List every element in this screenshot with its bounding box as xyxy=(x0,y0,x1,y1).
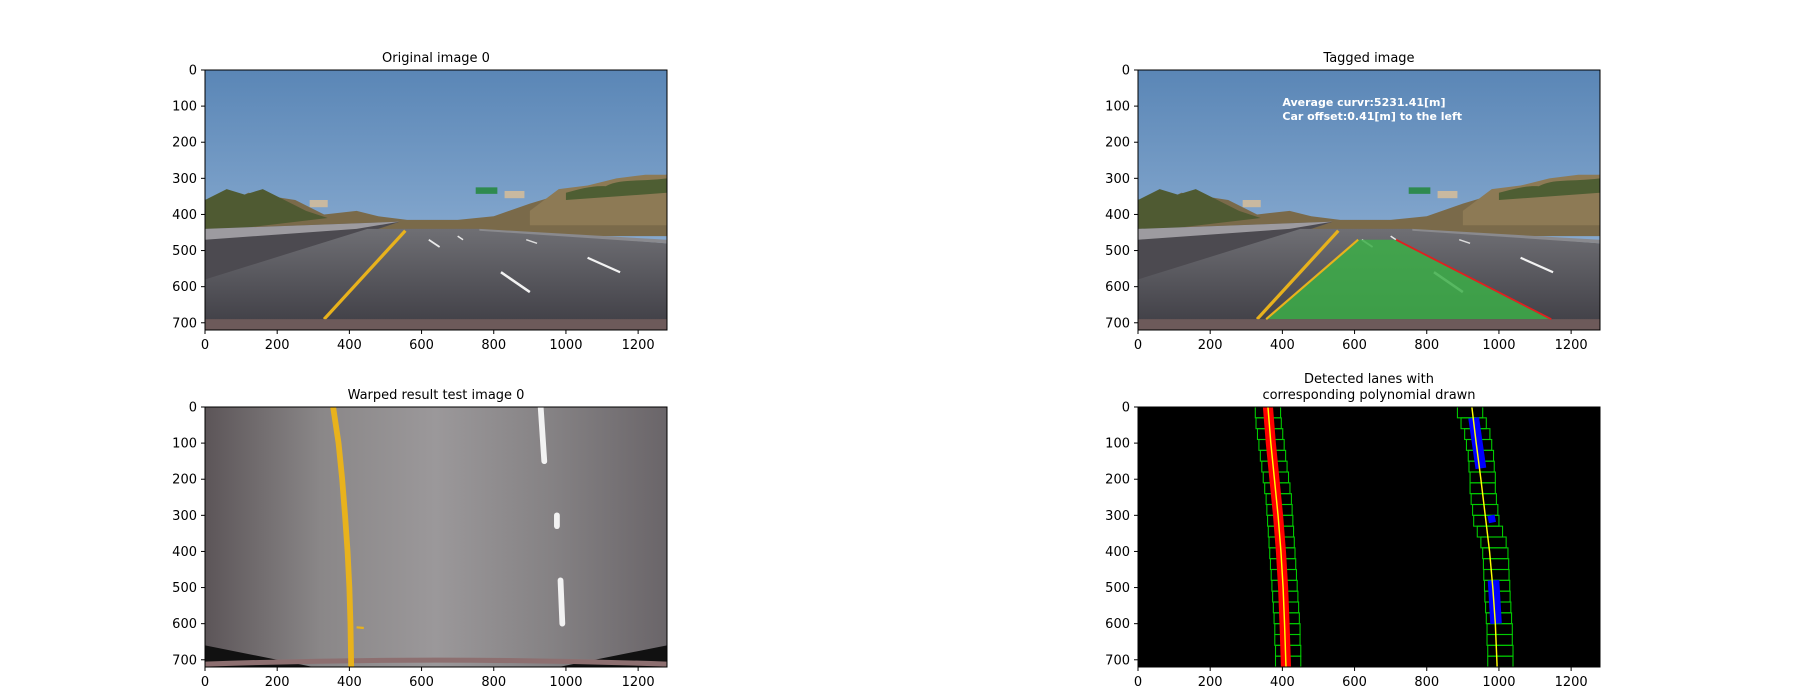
y-tick-label: 400 xyxy=(1105,208,1130,223)
left-lane-line xyxy=(1265,238,1359,320)
y-tick-label: 300 xyxy=(1105,509,1130,524)
axes-frame xyxy=(204,406,668,668)
right-lane-dash xyxy=(537,407,548,465)
y-tick-label: 400 xyxy=(172,545,197,560)
x-tick-label: 400 xyxy=(337,338,362,353)
y-tick-label: 700 xyxy=(1105,316,1130,331)
axes-frame xyxy=(204,69,668,331)
y-tick-label: 0 xyxy=(1122,64,1130,79)
y-tick-label: 600 xyxy=(172,280,197,295)
y-tick-label: 200 xyxy=(1105,136,1130,151)
x-tick-label: 800 xyxy=(1414,338,1439,353)
y-tick-label: 600 xyxy=(1105,280,1130,295)
x-tick-label: 200 xyxy=(1198,675,1223,690)
image-content xyxy=(1138,407,1600,667)
x-tick-label: 0 xyxy=(201,675,209,690)
y-tick-label: 700 xyxy=(1105,653,1130,668)
y-tick-label: 700 xyxy=(172,653,197,668)
x-tick-label: 800 xyxy=(481,675,506,690)
x-tick-label: 600 xyxy=(409,338,434,353)
panel-1: Average curvr:5231.41[m]Car offset:0.41[… xyxy=(1105,51,1601,353)
y-tick-label: 200 xyxy=(172,136,197,151)
y-tick-label: 0 xyxy=(1122,401,1130,416)
y-tick-label: 500 xyxy=(1105,581,1130,596)
left-lane-line xyxy=(330,407,355,667)
image-content xyxy=(205,70,667,330)
x-tick-label: 1000 xyxy=(1482,338,1515,353)
y-tick-label: 700 xyxy=(172,316,197,331)
x-tick-label: 600 xyxy=(1342,675,1367,690)
left-polynomial-fit xyxy=(1267,407,1287,667)
y-tick-label: 400 xyxy=(172,208,197,223)
panel-title: Warped result test image 0 xyxy=(348,388,525,403)
panel-title: Tagged image xyxy=(1322,51,1414,66)
y-tick-label: 300 xyxy=(172,172,197,187)
x-tick-label: 200 xyxy=(265,338,290,353)
hood-edge xyxy=(205,657,667,667)
y-tick-label: 500 xyxy=(172,581,197,596)
x-tick-label: 200 xyxy=(265,675,290,690)
image-content xyxy=(205,407,667,667)
right-lane-dash xyxy=(557,577,566,627)
panel-0: 0 200 400 600 800 1000 1200 0 100 200 300 400 500 600… xyxy=(172,51,668,353)
x-tick-label: 0 xyxy=(1134,675,1142,690)
right-lane-pixels xyxy=(1487,514,1496,524)
panel-title: Original image 0 xyxy=(382,51,490,66)
y-tick-label: 400 xyxy=(1105,545,1130,560)
x-tick-label: 1200 xyxy=(622,338,655,353)
panel-2: 0 200 400 600 800 1000 1200 0 100 200 300 400 500 600… xyxy=(172,388,668,690)
y-tick-label: 100 xyxy=(172,437,197,452)
y-tick-label: 100 xyxy=(1105,437,1130,452)
x-tick-label: 1000 xyxy=(549,338,582,353)
y-tick-label: 100 xyxy=(172,100,197,115)
x-tick-label: 1200 xyxy=(1555,338,1588,353)
y-tick-label: 0 xyxy=(189,401,197,416)
x-tick-label: 0 xyxy=(201,338,209,353)
axes-frame xyxy=(1137,69,1601,331)
x-tick-label: 400 xyxy=(1270,675,1295,690)
y-tick-label: 100 xyxy=(1105,100,1130,115)
panel-title: corresponding polynomial drawn xyxy=(1262,388,1475,403)
x-tick-label: 0 xyxy=(1134,338,1142,353)
x-tick-label: 800 xyxy=(481,338,506,353)
y-tick-label: 300 xyxy=(1105,172,1130,187)
x-tick-label: 1200 xyxy=(622,675,655,690)
y-tick-label: 500 xyxy=(172,244,197,259)
y-tick-label: 200 xyxy=(172,473,197,488)
y-tick-label: 300 xyxy=(172,509,197,524)
x-tick-label: 1000 xyxy=(1482,675,1515,690)
x-tick-label: 400 xyxy=(1270,338,1295,353)
x-tick-label: 400 xyxy=(337,675,362,690)
y-tick-label: 500 xyxy=(1105,244,1130,259)
right-lane-pixels xyxy=(1487,579,1502,625)
x-tick-label: 200 xyxy=(1198,338,1223,353)
image-content xyxy=(1138,70,1600,330)
y-tick-label: 200 xyxy=(1105,473,1130,488)
axes-frame xyxy=(1137,406,1601,668)
x-tick-label: 800 xyxy=(1414,675,1439,690)
x-tick-label: 600 xyxy=(1342,338,1367,353)
warped-road xyxy=(205,407,667,667)
panel-3: 0 200 400 600 800 1000 1200 0 100 200 300 400 500 600… xyxy=(1105,372,1601,690)
lane-area-overlay xyxy=(1266,239,1552,320)
annotation-1: Car offset:0.41[m] to the left xyxy=(1282,110,1462,123)
lane-speck xyxy=(356,626,364,630)
binary-background xyxy=(1138,407,1600,667)
annotation-0: Average curvr:5231.41[m] xyxy=(1282,96,1445,109)
x-tick-label: 1200 xyxy=(1555,675,1588,690)
right-polynomial-fit xyxy=(1471,407,1498,667)
road-photo xyxy=(205,70,667,330)
y-tick-label: 600 xyxy=(172,617,197,632)
y-tick-label: 600 xyxy=(1105,617,1130,632)
y-tick-label: 0 xyxy=(189,64,197,79)
right-lane-edge xyxy=(1395,238,1552,320)
panel-title: Detected lanes with xyxy=(1304,372,1434,387)
x-tick-label: 600 xyxy=(409,675,434,690)
x-tick-label: 1000 xyxy=(549,675,582,690)
